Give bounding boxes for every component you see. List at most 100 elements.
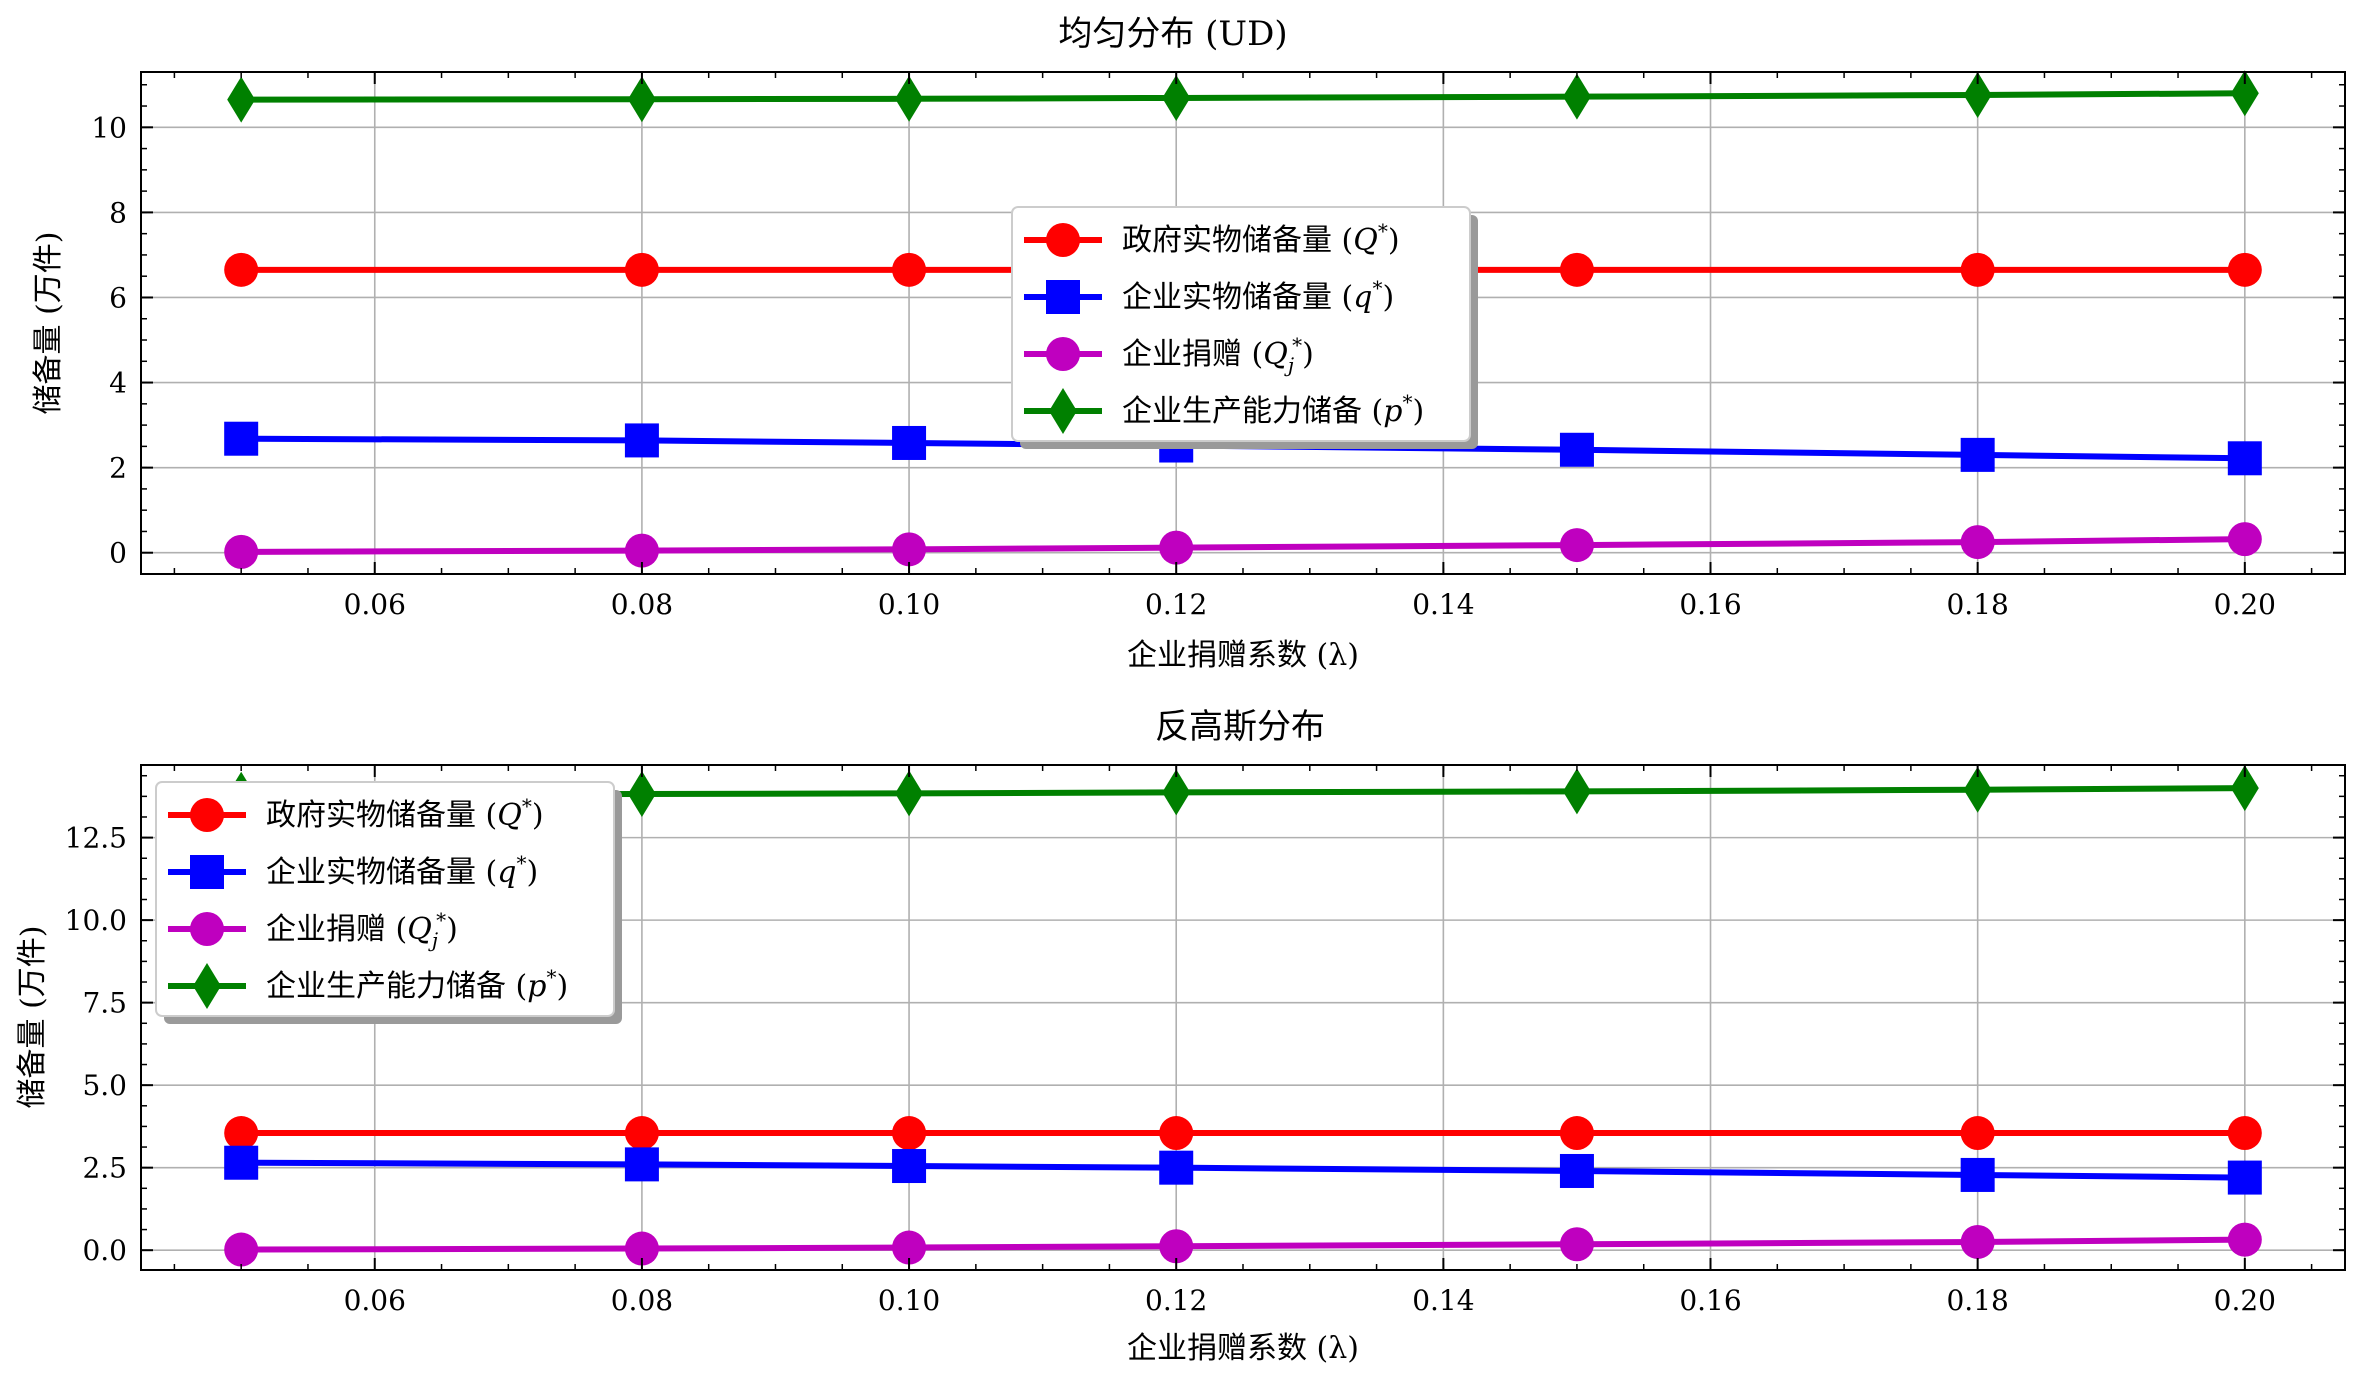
data-point	[892, 1149, 927, 1184]
y-tick-label: 8	[109, 196, 127, 229]
data-point	[1960, 252, 1995, 287]
data-point	[224, 252, 259, 287]
chart-title: 反高斯分布	[1155, 707, 1325, 747]
legend-marker	[1046, 337, 1080, 371]
x-axis-label: 企业捐赠系数 (λ)	[1127, 1331, 1359, 1366]
data-point	[227, 76, 256, 123]
data-point	[1559, 528, 1594, 563]
x-tick-label: 0.18	[1946, 1284, 2008, 1317]
data-point	[1960, 1116, 1995, 1151]
x-tick-label: 0.14	[1412, 1284, 1474, 1317]
y-tick-label: 2.5	[82, 1152, 127, 1185]
data-point	[2227, 1222, 2262, 1257]
x-tick-label: 0.06	[344, 1284, 406, 1317]
data-point	[624, 252, 659, 287]
data-point	[2227, 441, 2262, 476]
x-tick-label: 0.18	[1946, 588, 2008, 621]
data-point	[1162, 769, 1191, 816]
data-point	[1159, 1116, 1194, 1151]
chart-title: 均匀分布 (UD)	[1058, 14, 1287, 54]
legend-label: 企业捐赠 (Qj*)	[266, 908, 458, 952]
data-point	[1559, 1153, 1594, 1188]
y-axis-label: 储备量 (万件)	[15, 926, 50, 1109]
y-tick-label: 12.5	[65, 822, 127, 855]
legend-item: 企业生产能力储备 (p*)	[1024, 388, 1424, 434]
series-donation	[224, 1222, 2262, 1267]
data-point	[1960, 525, 1995, 560]
data-point	[1559, 1116, 1594, 1151]
y-tick-label: 7.5	[82, 987, 127, 1020]
data-point	[892, 425, 927, 460]
x-tick-label: 0.08	[611, 1284, 673, 1317]
y-tick-label: 6	[109, 281, 127, 314]
data-point	[2227, 1116, 2262, 1151]
data-point	[224, 1232, 259, 1267]
x-tick-label: 0.08	[611, 588, 673, 621]
legend-label: 企业实物储备量 (q*)	[1122, 276, 1394, 315]
axis-ticks: 0.06 0.08 0.10 0.12 0.14 0.16 0.18 0.20 0.0 2.5 5.…	[65, 765, 2345, 1317]
x-tick-label: 0.12	[1145, 588, 1207, 621]
x-tick-label: 0.14	[1412, 588, 1474, 621]
data-point	[1960, 1157, 1995, 1192]
data-point	[1963, 71, 1992, 118]
data-point	[627, 771, 656, 818]
legend-marker	[1046, 280, 1080, 314]
series-gov	[224, 1116, 2262, 1151]
legend-item: 企业实物储备量 (q*)	[168, 851, 538, 890]
data-point	[1159, 530, 1194, 565]
legend-item: 企业实物储备量 (q*)	[1024, 276, 1394, 315]
data-point	[1559, 252, 1594, 287]
data-point	[895, 75, 924, 122]
data-point	[2230, 70, 2259, 117]
series-line	[241, 90, 2245, 103]
data-point	[2230, 765, 2259, 812]
data-point	[1963, 766, 1992, 813]
data-point	[224, 534, 259, 569]
series-ent_phys	[224, 1145, 2262, 1195]
data-point	[1562, 73, 1591, 120]
data-point	[1559, 1227, 1594, 1262]
y-tick-label: 5.0	[82, 1069, 127, 1102]
data-point	[1960, 437, 1995, 472]
series-donation	[224, 522, 2262, 569]
y-tick-label: 0.0	[82, 1234, 127, 1267]
data-point	[1562, 768, 1591, 815]
legend: 政府实物储备量 (Q*) 企业实物储备量 (q*) 企业捐赠 (Qj*) 企业生产能力…	[155, 781, 622, 1024]
data-point	[1162, 74, 1191, 121]
series-line	[241, 536, 2245, 555]
x-tick-label: 0.06	[344, 588, 406, 621]
series-capacity	[227, 70, 2259, 123]
legend-marker	[190, 798, 224, 832]
legend-marker	[193, 963, 221, 1009]
legend-box	[1011, 206, 1471, 442]
x-tick-label: 0.20	[2214, 588, 2276, 621]
legend-box	[155, 781, 615, 1017]
x-tick-label: 0.10	[878, 588, 940, 621]
data-point	[627, 76, 656, 123]
legend-label: 企业实物储备量 (q*)	[266, 851, 538, 890]
data-point	[1559, 432, 1594, 467]
x-tick-label: 0.12	[1145, 1284, 1207, 1317]
y-axis-label: 储备量 (万件)	[31, 232, 66, 415]
data-point	[224, 1145, 259, 1180]
legend-item: 政府实物储备量 (Q*)	[168, 794, 544, 833]
legend-label: 政府实物储备量 (Q*)	[1122, 219, 1400, 258]
axis-ticks: 0.06 0.08 0.10 0.12 0.14 0.16 0.18 0.20 0 2 4 6 8 10	[91, 72, 2345, 621]
data-point	[892, 532, 927, 567]
series-line	[241, 1236, 2245, 1253]
legend-marker	[1046, 223, 1080, 257]
legend-item: 企业捐赠 (Qj*)	[1024, 333, 1314, 377]
chart-panel-uniform: 均匀分布 (UD) 0.06 0.08 0.10 0.12 0.14 0.16 0.18 0.…	[31, 14, 2346, 673]
data-point	[224, 421, 259, 456]
x-tick-label: 0.16	[1679, 1284, 1741, 1317]
legend-item: 企业生产能力储备 (p*)	[168, 963, 568, 1009]
legend-label: 政府实物储备量 (Q*)	[266, 794, 544, 833]
y-tick-label: 10.0	[65, 904, 127, 937]
data-point	[892, 1116, 927, 1151]
y-tick-label: 0	[109, 537, 127, 570]
data-point	[624, 533, 659, 568]
series-layer	[224, 765, 2262, 1267]
y-tick-label: 4	[109, 367, 127, 400]
data-point	[892, 252, 927, 287]
